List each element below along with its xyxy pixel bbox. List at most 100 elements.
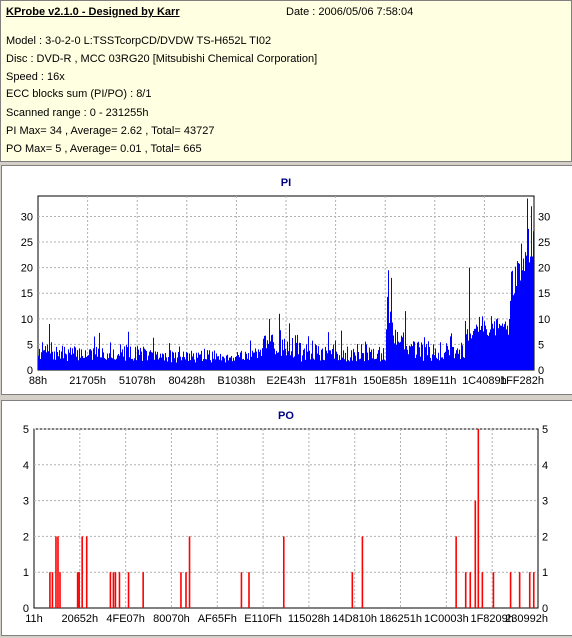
ecc-sum-line: ECC blocks sum (PI/PO) : 8/1 (6, 88, 152, 100)
x-tick-label: 14D810h (332, 613, 377, 625)
y-tick-label-right: 3 (542, 496, 548, 508)
plot-area (33, 428, 539, 609)
y-tick-label: 30 (21, 211, 33, 223)
po-bar (180, 572, 182, 608)
po-bar (78, 572, 80, 608)
po-bar (55, 536, 57, 608)
po-bar (351, 572, 354, 608)
x-tick-label: 4FE07h (106, 613, 145, 625)
x-tick-label: 80428h (168, 375, 205, 387)
y-tick-label-right: 5 (542, 424, 548, 436)
x-tick-label: 189E11h (413, 375, 456, 387)
po-bars (49, 429, 535, 608)
y-tick-label-right: 5 (538, 339, 544, 351)
pi-chart: PI 0 0 5 5 10 10 15 15 20 20 25 25 30 30 88h 21705h 51078… (21, 177, 551, 387)
x-tick-label: 186251h (379, 613, 422, 625)
x-tick-label: 88h (29, 375, 47, 387)
po-bar (532, 572, 535, 608)
scanned-range-line: Scanned range : 0 - 231255h (6, 107, 149, 119)
po-bar (518, 572, 521, 608)
y-tick-label: 5 (23, 424, 29, 436)
y-tick-label-right: 0 (542, 603, 548, 615)
model-line: Model : 3-0-2-0 L:TSSTcorpCD/DVDW TS-H65… (6, 35, 272, 47)
y-tick-label: 5 (27, 339, 33, 351)
po-bar (528, 572, 531, 608)
po-bar (112, 572, 115, 608)
x-tick-label: 11h (25, 613, 43, 625)
y-tick-label-right: 0 (538, 365, 544, 377)
x-tick-label: B1038h (217, 375, 255, 387)
x-tick-label: 1C4089h (462, 375, 507, 387)
po-stats-line: PO Max= 5 , Average= 0.01 , Total= 665 (6, 143, 202, 155)
pi-bars (38, 198, 534, 370)
y-tick-label: 0 (23, 603, 29, 615)
y-tick-label-right: 15 (538, 288, 550, 300)
po-bar (240, 572, 243, 608)
x-tick-label: 21705h (69, 375, 106, 387)
po-bar (76, 572, 79, 608)
po-bar (481, 572, 484, 608)
x-tick-label: AF65Fh (198, 613, 237, 625)
po-bar (248, 572, 250, 608)
po-bar (509, 572, 512, 608)
y-tick-label: 15 (21, 288, 33, 300)
x-tick-label: 51078h (119, 375, 156, 387)
po-bar (114, 572, 117, 608)
y-tick-label-right: 1 (542, 567, 548, 579)
x-tick-label: 1FF282h (500, 375, 544, 387)
po-bar (81, 536, 83, 608)
x-tick-label: 20652h (61, 613, 98, 625)
po-bar (57, 536, 59, 608)
y-tick-label: 20 (21, 263, 33, 275)
po-chart: PO 0 0 1 1 2 2 3 3 4 4 5 5 11h 20652h 4FE07h 80070h AF65F… (23, 410, 548, 625)
pi-chart-panel: PI 0 0 5 5 10 10 15 15 20 20 25 25 30 30 88h 21705h 51078… (1, 165, 572, 395)
po-bar (492, 572, 495, 608)
y-tick-label: 3 (23, 496, 29, 508)
pi-stats-line: PI Max= 34 , Average= 2.62 , Total= 4372… (6, 125, 215, 137)
x-tick-label: 1F8209h (470, 613, 513, 625)
po-bar (85, 536, 88, 608)
y-tick-label: 1 (23, 567, 29, 579)
y-tick-label-right: 30 (538, 211, 550, 223)
po-chart-panel: PO 0 0 1 1 2 2 3 3 4 4 5 5 11h 20652h 4FE07h 80070h AF65F… (1, 400, 572, 636)
x-tick-label: 230992h (505, 613, 548, 625)
y-tick-label: 10 (21, 314, 33, 326)
po-bar (142, 572, 144, 608)
x-tick-label: 80070h (153, 613, 190, 625)
po-bar (59, 572, 61, 608)
y-tick-label-right: 25 (538, 237, 550, 249)
y-tick-label: 4 (23, 460, 29, 472)
po-bar (49, 572, 51, 608)
x-tick-label: E110Fh (244, 613, 282, 625)
y-tick-label: 0 (27, 365, 33, 377)
po-bar (118, 572, 121, 608)
po-bar (109, 572, 112, 608)
y-tick-label-right: 20 (538, 263, 550, 275)
po-bar (361, 536, 364, 608)
plot-area (37, 195, 535, 371)
y-tick-label: 2 (23, 531, 29, 543)
po-bar (455, 536, 457, 608)
po-bar (127, 572, 130, 608)
po-bar (282, 536, 285, 608)
x-tick-label: E2E43h (266, 375, 305, 387)
po-bar (188, 536, 191, 608)
x-tick-label: 1C0003h (424, 613, 469, 625)
po-bar (469, 572, 472, 608)
y-tick-label-right: 10 (538, 314, 550, 326)
y-tick-label-right: 2 (542, 531, 548, 543)
x-tick-label: 115028h (288, 613, 330, 625)
po-bar (474, 500, 477, 608)
pi-chart-title: PI (281, 177, 291, 189)
speed-line: Speed : 16x (6, 71, 65, 83)
scan-date: Date : 2006/05/06 7:58:04 (286, 6, 414, 18)
po-bar (464, 572, 467, 608)
po-bar (51, 572, 54, 608)
y-tick-label: 25 (21, 237, 33, 249)
po-bar (185, 572, 187, 608)
x-tick-label: 150E85h (363, 375, 407, 387)
po-bar (477, 429, 480, 608)
po-chart-title: PO (278, 410, 294, 422)
disc-line: Disc : DVD-R , MCC 03RG20 [Mitsubishi Ch… (6, 53, 318, 65)
x-tick-label: 117F81h (314, 375, 357, 387)
